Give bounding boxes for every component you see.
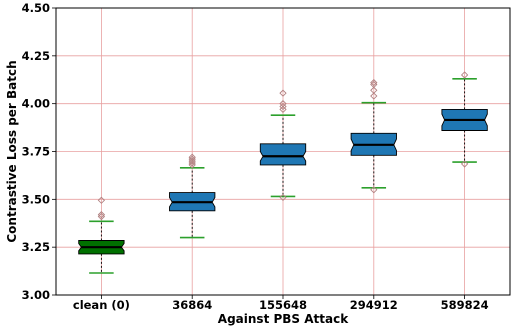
box-155648	[259, 143, 307, 166]
outlier-point	[370, 86, 378, 94]
outlier-point	[370, 186, 378, 194]
x-tick-label: clean (0)	[73, 298, 130, 312]
outlier-point	[279, 89, 287, 97]
outlier-point	[460, 160, 469, 168]
outlier-point	[370, 92, 378, 100]
outlier-point	[279, 102, 287, 111]
y-tick-label: 4.50	[22, 1, 50, 15]
outlier-point	[460, 71, 469, 79]
y-tick-label: 4.25	[22, 49, 50, 63]
outlier-point	[97, 211, 106, 219]
x-tick-label: 155648	[259, 298, 307, 312]
y-axis-title: Contrastive Loss per Batch	[5, 60, 19, 242]
y-tick-label: 4.00	[22, 97, 50, 111]
plot-frame	[55, 7, 511, 296]
outlier-point	[279, 100, 287, 108]
outlier-point	[279, 105, 287, 114]
y-tick-label: 3.50	[22, 192, 50, 206]
x-axis-title: Against PBS Attack	[218, 312, 349, 326]
x-tick-label: 36864	[172, 298, 212, 312]
x-tick-label: 294912	[350, 298, 398, 312]
y-tick-label: 3.75	[22, 145, 50, 159]
x-tick-label: 589824	[441, 298, 489, 312]
outlier-point	[370, 78, 378, 87]
outlier-point	[279, 193, 287, 202]
outlier-point	[188, 153, 196, 161]
y-tick-label: 3.25	[22, 240, 50, 254]
y-tick-label: 3.00	[22, 288, 50, 302]
outlier-point	[97, 196, 106, 204]
